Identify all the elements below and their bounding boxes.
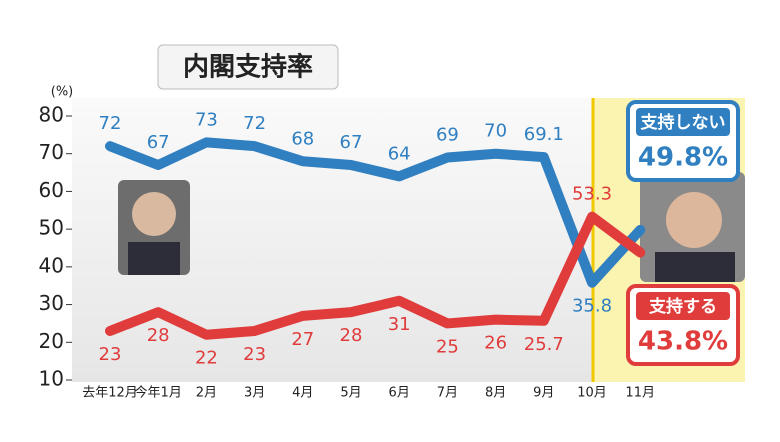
x-tick-label: 今年1月 — [135, 385, 182, 401]
data-label: 28 — [340, 325, 363, 346]
photo-right — [640, 172, 745, 282]
data-label: 23 — [99, 344, 122, 365]
data-label: 35.8 — [572, 296, 612, 317]
data-label: 53.3 — [572, 184, 612, 205]
x-tick-label: 7月 — [437, 386, 458, 401]
legend-value: 43.8% — [638, 327, 728, 357]
legend-header — [636, 108, 730, 136]
data-label: 67 — [340, 132, 363, 153]
series-line — [105, 137, 646, 288]
photo-left — [118, 180, 190, 275]
x-tick-label: 9月 — [533, 386, 554, 401]
data-label: 23 — [243, 344, 266, 365]
x-tick-label: 10月 — [577, 386, 607, 401]
x-tick-label: 11月 — [625, 386, 655, 401]
data-label: 28 — [147, 325, 170, 346]
y-unit: (%) — [51, 85, 74, 100]
data-label: 67 — [147, 132, 170, 153]
y-tick-label: 30 — [39, 291, 64, 315]
x-tick-label: 4月 — [292, 386, 313, 401]
y-tick-label: 50 — [39, 216, 64, 240]
data-label: 69.1 — [524, 124, 564, 145]
y-tick-label: 80 — [39, 103, 64, 127]
data-label: 22 — [195, 348, 218, 369]
legend-header — [636, 292, 730, 320]
legend-name: 支持しない — [641, 112, 726, 133]
data-label: 72 — [243, 113, 266, 134]
legend-value: 49.8% — [638, 143, 728, 173]
x-tick-label: 6月 — [389, 386, 410, 401]
data-label: 70 — [484, 121, 507, 142]
y-tick-label: 20 — [39, 329, 64, 353]
data-label: 25 — [436, 336, 459, 357]
title-box — [157, 44, 339, 90]
data-label: 68 — [291, 128, 314, 149]
data-label: 27 — [291, 329, 314, 350]
data-label: 69 — [436, 124, 459, 145]
y-tick-label: 10 — [39, 367, 64, 391]
data-label: 72 — [99, 113, 122, 134]
chart-title: 内閣支持率 — [183, 52, 313, 83]
x-tick-label: 5月 — [340, 386, 361, 401]
data-label: 31 — [388, 314, 411, 335]
data-label: 25.7 — [524, 334, 564, 355]
data-label: 73 — [195, 109, 218, 130]
y-tick-label: 40 — [39, 253, 64, 277]
x-tick-label: 去年12月 — [82, 386, 138, 401]
x-tick-label: 8月 — [485, 386, 506, 401]
x-tick-label: 3月 — [244, 386, 265, 401]
data-label: 26 — [484, 333, 507, 354]
x-tick-label: 2月 — [196, 386, 217, 401]
data-label: 64 — [388, 143, 411, 164]
series-line — [105, 211, 646, 340]
y-tick-label: 60 — [39, 178, 64, 202]
legend-name: 支持する — [649, 296, 717, 317]
y-tick-label: 70 — [39, 140, 64, 164]
